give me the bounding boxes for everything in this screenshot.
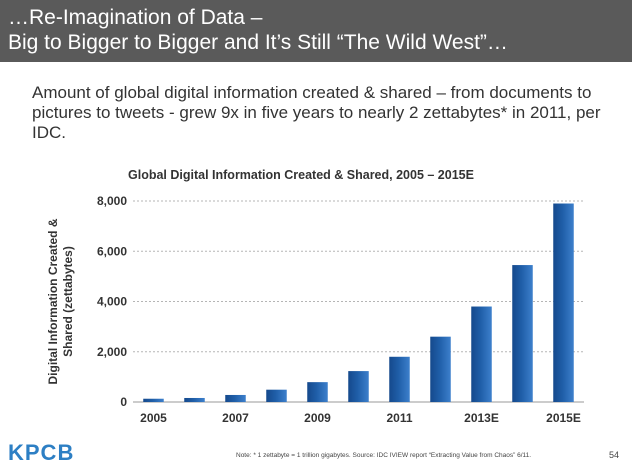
bar [348,371,369,402]
chart-title: Global Digital Information Created & Sha… [128,168,474,182]
slide-title-line-1: …Re-Imagination of Data – [8,6,263,29]
page-number: 54 [609,450,620,460]
bar [430,336,451,402]
y-tick-label: 4,000 [97,295,127,309]
footnote: Note: * 1 zettabyte = 1 trillion gigabyt… [236,452,532,459]
bar [553,203,574,402]
bar [512,265,533,402]
x-tick-label: 2011 [386,411,412,425]
bar [471,306,492,402]
kpcb-logo: KPCB [8,440,75,465]
y-tick-label: 8,000 [97,194,127,208]
bar [266,389,287,402]
x-tick-label: 2015E [546,411,581,425]
x-tick-label: 2007 [222,411,249,425]
y-tick-label: 0 [120,395,127,409]
bar [225,394,246,402]
bar [184,397,205,402]
x-tick-label: 2009 [304,411,331,425]
slide-title-line-2: Big to Bigger to Bigger and It’s Still “… [8,31,508,54]
bar [143,398,164,402]
slide-header: …Re-Imagination of Data – Big to Bigger … [0,0,632,62]
bar [389,356,410,402]
y-axis-title-line-1: Digital Information Created & [46,218,60,384]
bar [307,382,328,402]
y-tick-label: 6,000 [97,244,127,258]
y-tick-label: 2,000 [97,345,127,359]
x-tick-label: 2005 [140,411,167,425]
y-axis-title-line-2: Shared (zettabytes) [61,246,75,357]
intro-text: Amount of global digital information cre… [32,83,601,142]
x-tick-label: 2013E [464,411,499,425]
